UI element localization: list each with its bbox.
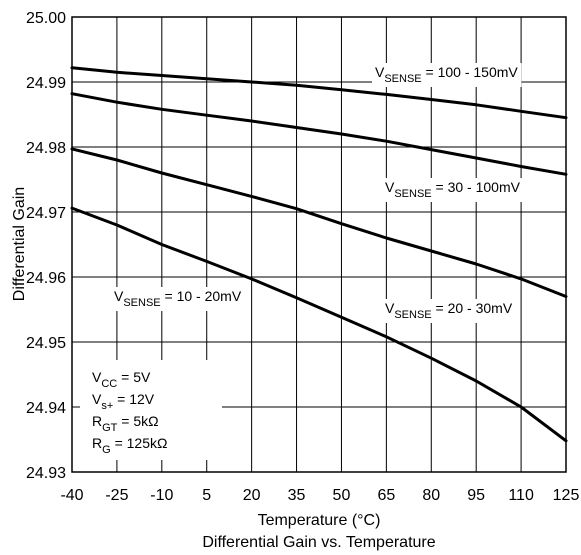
x-tick-label: -25 [105,487,128,504]
conditions-background [80,360,222,460]
x-tick-label: -40 [60,487,83,504]
condition-3: RG = 125kΩ [92,435,167,456]
y-tick-label: 24.95 [26,335,66,352]
x-axis-label: Temperature (°C) [258,512,381,529]
series-label-2-rest: = 20 - 30mV [432,300,513,316]
chart-title: Differential Gain vs. Temperature [202,534,435,551]
series-label-2: VSENSE = 20 - 30mV [382,299,516,323]
condition-1-main: V [92,391,102,407]
series-label-0-rest: = 100 - 150mV [422,64,519,80]
series-label-3-text: VSENSE = 10 - 20mV [114,288,242,309]
x-tick-label: 20 [243,487,261,504]
series-line-2 [70,147,568,298]
y-tick-label: 24.97 [26,205,66,222]
series-label-1-sub: SENSE [394,188,431,200]
y-axis-label: Differential Gain [11,187,28,301]
condition-2-main: R [92,413,102,429]
x-tick-label: 125 [553,487,580,504]
x-tick-label: 65 [377,487,395,504]
condition-2-sub: GT [102,422,118,434]
x-tick-label: 35 [288,487,306,504]
condition-0-main: V [92,369,102,385]
x-tick-label: 110 [508,487,534,504]
condition-0: VCC = 5V [92,369,151,390]
series-line-3 [70,206,568,443]
series-label-2-text: VSENSE = 20 - 30mV [385,300,513,321]
y-tick-label: 24.94 [26,400,66,417]
series-label-0-main: V [375,64,385,80]
series-label-3-main: V [114,288,124,304]
condition-1-text: Vs+ = 12V [92,391,155,412]
y-tick-label: 24.96 [26,270,66,287]
condition-2-rest: = 5kΩ [117,413,158,429]
condition-2-text: RGT = 5kΩ [92,413,159,434]
series-label-1-main: V [385,179,395,195]
series-label-3: VSENSE = 10 - 20mV [111,287,245,311]
condition-3-main: R [92,435,102,451]
condition-1-sub: s+ [101,400,113,412]
condition-3-rest: = 125kΩ [111,435,168,451]
y-tick-labels: 24.93 24.94 24.95 24.96 24.97 24.98 24.99 25.00 [26,10,66,482]
series-label-1-text: VSENSE = 30 - 100mV [385,179,521,200]
x-tick-label: 5 [202,487,211,504]
condition-0-rest: = 5V [117,369,151,385]
x-tick-label: 80 [422,487,440,504]
condition-0-text: VCC = 5V [92,369,151,390]
series-label-1-background [382,178,524,202]
condition-2: RGT = 5kΩ [92,413,159,434]
x-tick-label: 95 [467,487,485,504]
condition-3-sub: G [102,444,111,456]
series-lines [70,66,568,443]
series-label-2-sub: SENSE [394,309,431,321]
series-line-1 [70,92,568,176]
x-tick-label: 50 [333,487,351,504]
series-label-2-main: V [385,300,395,316]
series-line-0 [70,66,568,120]
series-label-0-sub: SENSE [384,73,421,85]
series-label-0: VSENSE = 100 - 150mV [372,63,522,87]
condition-1: Vs+ = 12V [92,391,155,412]
condition-1-rest: = 12V [113,391,155,407]
series-label-0-text: VSENSE = 100 - 150mV [375,64,518,85]
series-label-0-background [372,63,522,87]
series-label-1: VSENSE = 30 - 100mV [382,178,524,202]
y-tick-label: 24.98 [26,140,66,157]
series-label-1-rest: = 30 - 100mV [432,179,521,195]
series-label-3-sub: SENSE [123,297,160,309]
condition-0-sub: CC [101,378,117,390]
x-tick-labels: -40 -25 -10 5 20 35 50 65 80 95 110 125 [60,487,579,504]
series-label-3-rest: = 10 - 20mV [161,288,242,304]
x-tick-label: -10 [150,487,173,504]
y-tick-label: 24.93 [26,465,66,482]
y-tick-label: 25.00 [26,10,66,27]
series-label-2-background [382,299,516,323]
plot-frame [71,16,567,473]
series-label-3-background [111,287,245,311]
condition-3-text: RG = 125kΩ [92,435,167,456]
y-tick-label: 24.99 [26,75,66,92]
